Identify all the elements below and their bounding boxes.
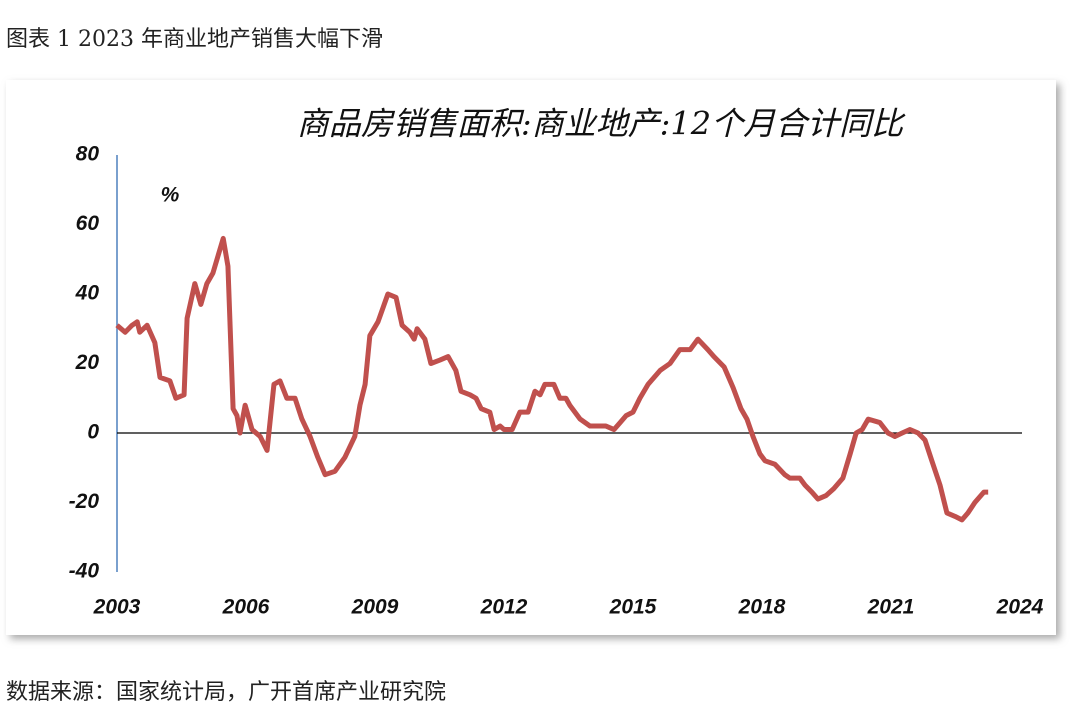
y-tick-label: 20	[75, 351, 100, 374]
y-unit: %	[161, 184, 180, 207]
x-tick-label: 2003	[93, 596, 141, 619]
x-tick-label: 2009	[351, 596, 399, 619]
y-tick-label: -40	[69, 560, 100, 583]
header: 图表 1 2023 年商业地产销售大幅下滑	[6, 27, 383, 52]
x-tick-label: 2012	[480, 596, 528, 619]
y-tick-label: -20	[69, 490, 100, 513]
x-tick-label: 2018	[738, 596, 786, 619]
x-tick-label: 2024	[996, 596, 1044, 619]
y-tick-label: 80	[76, 143, 100, 166]
y-tick-label: 60	[76, 212, 100, 235]
chart-title: 商品房销售面积:商业地产:12个月合计同比	[297, 105, 906, 143]
y-tick-label: 0	[87, 421, 99, 444]
y-tick-label: 40	[75, 282, 100, 305]
source: 数据来源：国家统计局，广开首席产业研究院	[6, 680, 446, 705]
line-series	[115, 235, 989, 523]
chart-frame	[6, 80, 1056, 635]
x-tick-label: 2006	[222, 596, 270, 619]
x-tick-label: 2021	[867, 596, 915, 619]
x-tick-label: 2015	[609, 596, 657, 619]
